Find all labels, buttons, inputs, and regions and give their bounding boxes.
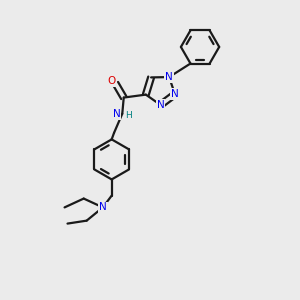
Text: N: N [157,100,164,110]
Text: N: N [171,89,179,99]
Text: H: H [125,111,132,120]
Text: N: N [165,72,173,82]
Text: N: N [112,109,120,119]
Text: O: O [107,76,115,86]
Text: N: N [99,202,107,212]
